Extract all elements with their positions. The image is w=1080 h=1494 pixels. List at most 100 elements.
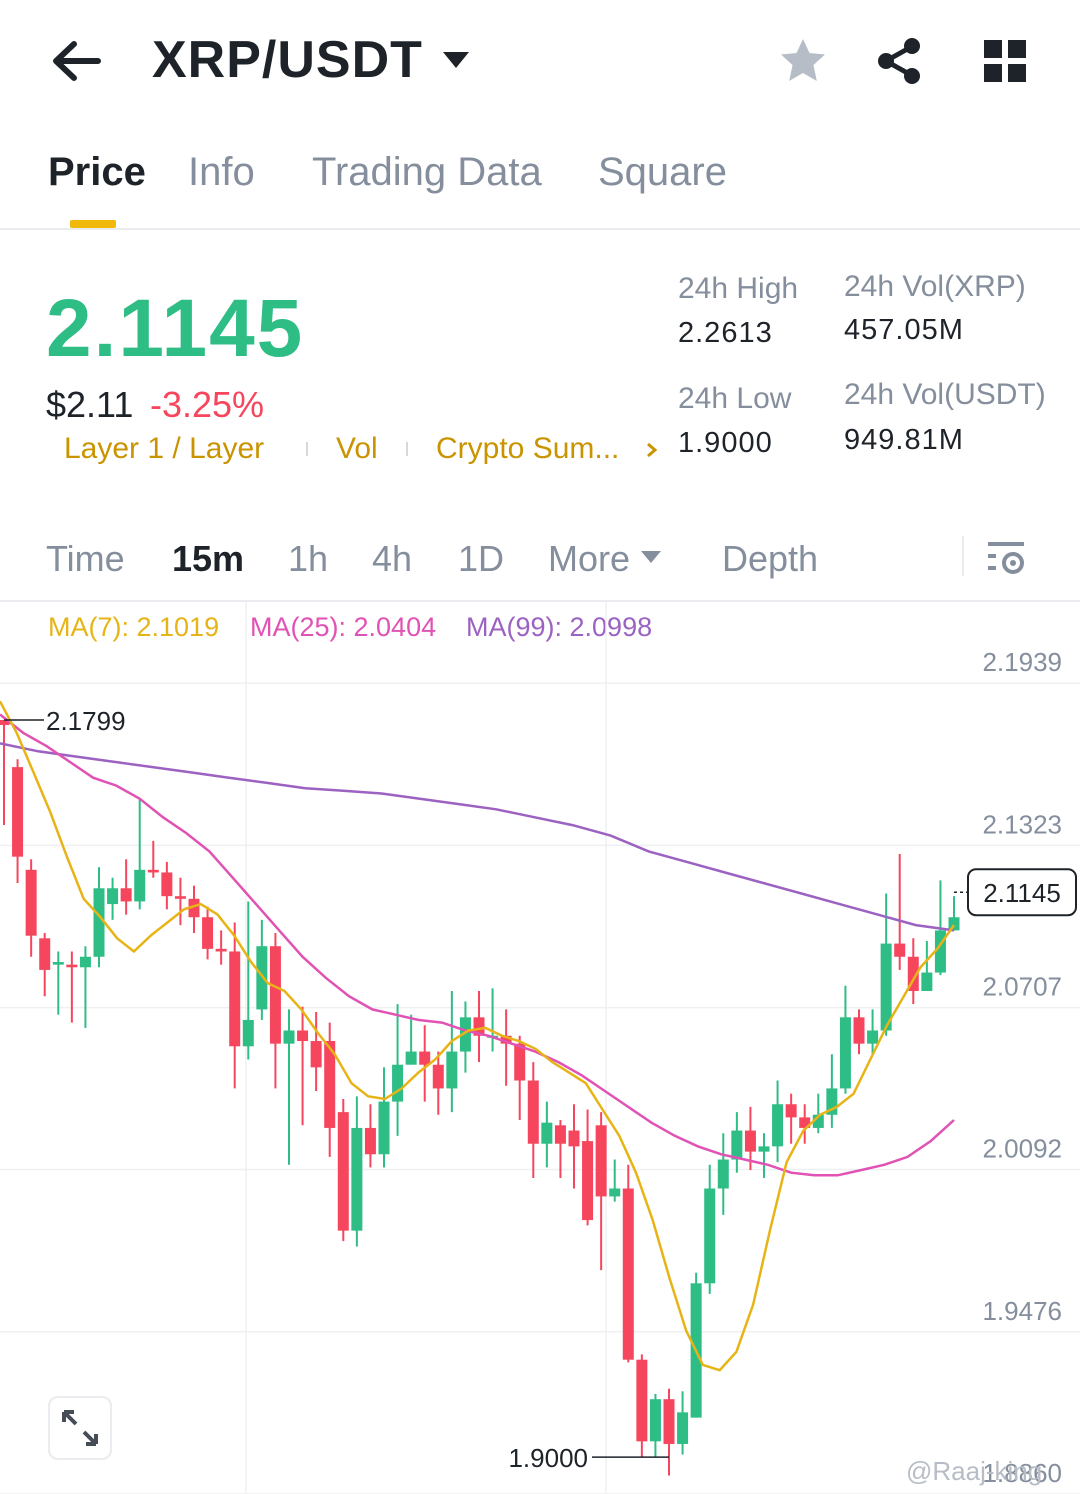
candle-body: [500, 1035, 512, 1044]
candle-body: [351, 1127, 363, 1231]
candle-body: [907, 956, 919, 991]
tag-crypto-sum[interactable]: Crypto Sum...: [436, 432, 620, 465]
candle-body: [853, 1017, 865, 1044]
caret-down-icon[interactable]: [640, 550, 662, 564]
price-change: -3.25%: [150, 384, 265, 425]
tab-price[interactable]: Price: [48, 150, 146, 194]
expand-chart-button[interactable]: [48, 1396, 112, 1460]
interval-1h[interactable]: 1h: [288, 538, 329, 579]
vol-quote-label: 24h Vol(USDT): [844, 378, 1046, 411]
pair-title[interactable]: XRP/USDT: [152, 31, 423, 89]
watermark: @Raaj-king: [906, 1456, 1043, 1486]
arrow-left-icon[interactable]: [48, 36, 104, 86]
candle-body: [107, 888, 119, 905]
candle-body: [459, 1017, 471, 1052]
candle-body: [229, 951, 241, 1047]
candle-body: [446, 1051, 458, 1089]
y-tick-label: 2.0707: [982, 972, 1062, 1002]
usd-price: $2.11: [46, 384, 134, 425]
candle-body: [0, 719, 10, 725]
time-button[interactable]: Time: [46, 538, 125, 579]
candle-body: [337, 1112, 349, 1231]
y-tick-label: 1.8860: [982, 1458, 1062, 1488]
candle-body: [310, 1041, 322, 1068]
candle-body: [256, 946, 268, 1010]
candle-body: [636, 1359, 648, 1442]
candlestick-chart[interactable]: 2.1939 2.1323 2.0707 2.0092 1.9476 1.8860 2.17…: [0, 602, 1080, 1494]
candle-body: [79, 956, 91, 968]
tag-divider: [406, 442, 408, 456]
candle-body: [812, 1114, 824, 1128]
candle-body: [93, 888, 105, 957]
ma99-line: [0, 742, 955, 932]
candle-body: [392, 1064, 404, 1102]
candle-body: [419, 1051, 431, 1065]
candle-body: [921, 972, 933, 991]
low-marker-label: 1.9000: [508, 1443, 588, 1473]
candle-body: [134, 869, 146, 902]
candle-body: [704, 1188, 716, 1284]
interval-4h[interactable]: 4h: [372, 538, 413, 579]
candle-body: [609, 1188, 621, 1197]
candle-body: [161, 872, 173, 897]
high-value: 2.2613: [678, 317, 773, 349]
star-icon[interactable]: [778, 36, 828, 86]
low-label: 24h Low: [678, 382, 792, 415]
interval-15m[interactable]: 15m: [172, 538, 245, 579]
chevron-right-icon[interactable]: [642, 438, 662, 462]
candle-body: [147, 869, 159, 873]
candle-body: [758, 1146, 770, 1152]
y-tick-label: 1.9476: [982, 1296, 1062, 1326]
candle-body: [52, 962, 64, 965]
candle-body: [12, 767, 24, 857]
candle-body: [324, 1041, 336, 1128]
candle-body: [527, 1080, 539, 1144]
candle-body: [378, 1101, 390, 1155]
candle-body: [541, 1122, 553, 1144]
top-bar: XRP/USDT: [0, 0, 1080, 130]
tag-layer[interactable]: Layer 1 / Layer: [64, 432, 265, 465]
caret-down-icon[interactable]: [440, 48, 472, 72]
candle-body: [799, 1117, 811, 1128]
candle-body: [717, 1159, 729, 1189]
candle-body: [269, 946, 281, 1044]
y-tick-label: 2.1323: [982, 809, 1062, 839]
candle-body: [867, 1030, 879, 1044]
y-tick-label: 2.1939: [982, 647, 1062, 677]
vol-quote-value: 949.81M: [844, 424, 964, 456]
more-button[interactable]: More: [548, 538, 631, 579]
share-icon[interactable]: [874, 36, 924, 86]
candle-body: [894, 943, 906, 957]
depth-button[interactable]: Depth: [722, 538, 819, 579]
candle-body: [364, 1127, 376, 1155]
grid-icon[interactable]: [982, 38, 1028, 84]
tab-square[interactable]: Square: [598, 150, 727, 194]
tag-vol[interactable]: Vol: [336, 432, 378, 465]
candle-body: [744, 1130, 756, 1152]
candle-body: [283, 1030, 295, 1044]
chart-settings-icon[interactable]: [986, 538, 1028, 578]
tab-info[interactable]: Info: [188, 150, 255, 194]
last-price: 2.1145: [46, 283, 305, 374]
candle-body: [473, 1017, 485, 1036]
candle-body: [120, 888, 132, 902]
vol-base-label: 24h Vol(XRP): [844, 270, 1026, 303]
candle-body: [174, 896, 186, 899]
current-price-tag: [967, 868, 1077, 917]
y-tick-label: 2.0092: [982, 1134, 1062, 1164]
candle-body: [595, 1125, 607, 1197]
candle-body: [242, 1019, 254, 1047]
candle-body: [39, 938, 51, 970]
candle-body: [215, 948, 227, 952]
vol-base-value: 457.05M: [844, 314, 964, 346]
interval-1d[interactable]: 1D: [458, 538, 505, 579]
tag-divider: [306, 442, 308, 456]
ma25-line: [0, 713, 955, 1177]
ma25-label: MA(25): 2.0404: [250, 612, 437, 642]
candle-body: [405, 1051, 417, 1065]
current-price-label: 2.1145: [983, 878, 1061, 908]
tag-row[interactable]: Layer 1 / Layer Vol Crypto Sum...: [64, 432, 674, 472]
candle-body: [622, 1188, 634, 1360]
ma7-label: MA(7): 2.1019: [48, 612, 220, 642]
tab-trading-data[interactable]: Trading Data: [312, 150, 542, 194]
